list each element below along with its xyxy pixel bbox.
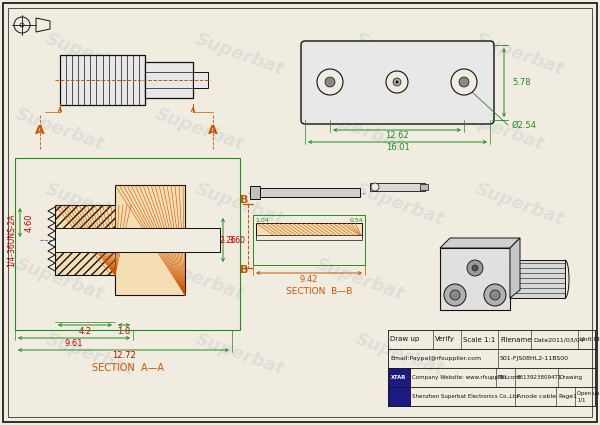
Circle shape bbox=[325, 77, 335, 87]
Text: B: B bbox=[240, 265, 248, 275]
Text: Page1: Page1 bbox=[558, 394, 577, 399]
Text: Superbat: Superbat bbox=[43, 331, 137, 380]
Text: Draw up: Draw up bbox=[390, 337, 419, 343]
Text: 4.2: 4.2 bbox=[79, 328, 92, 337]
Text: Shenzhen Superbat Electronics Co.,Ltd: Shenzhen Superbat Electronics Co.,Ltd bbox=[412, 394, 518, 399]
Text: Superbat: Superbat bbox=[453, 255, 547, 304]
Circle shape bbox=[395, 80, 398, 83]
Text: 0.54: 0.54 bbox=[349, 218, 363, 223]
FancyBboxPatch shape bbox=[301, 41, 494, 124]
Text: S01-FJS08HL2-11BS00: S01-FJS08HL2-11BS00 bbox=[500, 356, 569, 361]
Text: SECTION  B—B: SECTION B—B bbox=[286, 286, 352, 295]
Text: A: A bbox=[35, 124, 45, 136]
Text: Superbat: Superbat bbox=[13, 105, 107, 154]
Text: Superbat: Superbat bbox=[473, 181, 567, 230]
Circle shape bbox=[490, 290, 500, 300]
Text: Superbat: Superbat bbox=[43, 31, 137, 79]
Circle shape bbox=[371, 183, 379, 191]
Text: 1/1: 1/1 bbox=[577, 398, 586, 403]
Text: 1/4-36UNS-2A: 1/4-36UNS-2A bbox=[7, 213, 16, 267]
Text: 1.8: 1.8 bbox=[118, 328, 131, 337]
Polygon shape bbox=[440, 238, 520, 248]
Bar bbox=[388, 387, 410, 406]
Circle shape bbox=[459, 77, 469, 87]
Bar bbox=[55, 205, 115, 275]
Text: Email:Paypal@rfsupplier.com: Email:Paypal@rfsupplier.com bbox=[390, 356, 481, 361]
Text: XTAR: XTAR bbox=[391, 375, 407, 380]
Bar bbox=[55, 228, 220, 252]
Text: Date2011/03/04: Date2011/03/04 bbox=[533, 337, 584, 342]
Text: Superbat: Superbat bbox=[13, 255, 107, 304]
Text: Open up: Open up bbox=[577, 391, 599, 396]
Text: Ø2.54: Ø2.54 bbox=[512, 121, 537, 130]
Text: Superbat: Superbat bbox=[193, 31, 287, 79]
Text: B: B bbox=[240, 195, 248, 205]
Text: 4.60: 4.60 bbox=[25, 213, 34, 232]
Text: 5.78: 5.78 bbox=[512, 78, 530, 87]
Text: Superbat: Superbat bbox=[353, 181, 447, 230]
Text: Anode cable: Anode cable bbox=[517, 394, 556, 399]
Bar bbox=[193, 72, 208, 88]
Bar bbox=[420, 184, 428, 190]
Bar bbox=[115, 185, 185, 295]
Text: SECTION  A—A: SECTION A—A bbox=[91, 363, 163, 373]
Text: Superbat: Superbat bbox=[453, 105, 547, 154]
Text: Superbat: Superbat bbox=[193, 331, 287, 380]
Bar bbox=[388, 368, 410, 387]
Circle shape bbox=[444, 284, 466, 306]
Bar bbox=[256, 235, 362, 240]
Text: Superbat: Superbat bbox=[473, 31, 567, 79]
Bar bbox=[256, 223, 362, 237]
Polygon shape bbox=[510, 238, 520, 298]
Text: TEL: TEL bbox=[498, 375, 509, 380]
Text: 3.60: 3.60 bbox=[228, 235, 245, 244]
Bar bbox=[253, 215, 365, 265]
Text: Scale 1:1: Scale 1:1 bbox=[463, 337, 496, 343]
Text: 16.01: 16.01 bbox=[386, 144, 409, 153]
Bar bbox=[185, 235, 220, 245]
Text: Superbat: Superbat bbox=[153, 255, 247, 304]
Circle shape bbox=[386, 71, 408, 93]
Text: Superbat: Superbat bbox=[353, 31, 447, 79]
Bar bbox=[60, 55, 145, 105]
Text: 12.62: 12.62 bbox=[385, 131, 409, 141]
Bar bbox=[15, 158, 240, 330]
Circle shape bbox=[450, 290, 460, 300]
Text: Superbat: Superbat bbox=[313, 255, 407, 304]
Circle shape bbox=[467, 260, 483, 276]
Bar bbox=[250, 186, 260, 199]
Text: 1.04: 1.04 bbox=[255, 218, 269, 223]
Text: Filename: Filename bbox=[500, 337, 532, 343]
Text: Superbat: Superbat bbox=[43, 181, 137, 230]
Text: Superbat: Superbat bbox=[153, 105, 247, 154]
Polygon shape bbox=[440, 248, 510, 310]
Text: 86139238094T1: 86139238094T1 bbox=[517, 375, 562, 380]
Bar bbox=[510, 260, 565, 298]
Text: Superbat: Superbat bbox=[353, 331, 447, 380]
Circle shape bbox=[484, 284, 506, 306]
Text: Superbat: Superbat bbox=[193, 181, 287, 230]
Bar bbox=[253, 188, 360, 197]
Text: Company Website: www.rfsupplier.com: Company Website: www.rfsupplier.com bbox=[412, 375, 520, 380]
Text: Verify: Verify bbox=[435, 337, 455, 343]
Text: Drawing: Drawing bbox=[560, 375, 583, 380]
Bar bbox=[370, 183, 425, 191]
Text: 2.26: 2.26 bbox=[220, 235, 237, 244]
Text: 12.72: 12.72 bbox=[112, 351, 136, 360]
Text: Unit:MM: Unit:MM bbox=[580, 337, 600, 342]
Text: 9.42: 9.42 bbox=[300, 275, 318, 284]
Circle shape bbox=[317, 69, 343, 95]
Circle shape bbox=[472, 265, 478, 271]
Bar bbox=[145, 62, 193, 98]
Text: Superbat: Superbat bbox=[313, 105, 407, 154]
Text: 9.61: 9.61 bbox=[65, 340, 83, 348]
Circle shape bbox=[393, 78, 401, 86]
Circle shape bbox=[451, 69, 477, 95]
Text: A: A bbox=[208, 124, 218, 136]
